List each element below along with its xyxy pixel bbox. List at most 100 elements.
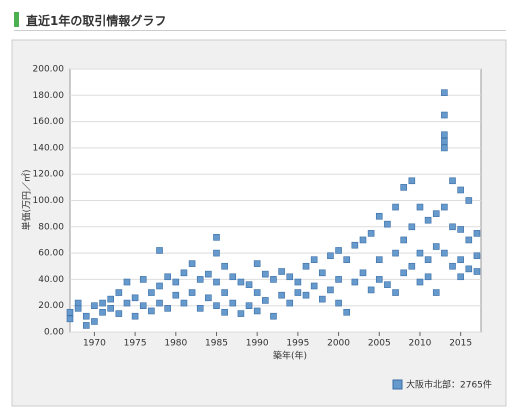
point	[156, 247, 163, 254]
x-tick-label: 2005	[368, 339, 391, 349]
point	[359, 236, 367, 244]
point	[408, 223, 416, 231]
point	[164, 305, 171, 312]
point	[432, 243, 440, 250]
point	[465, 197, 473, 204]
point	[449, 223, 456, 231]
point	[115, 289, 123, 296]
point	[416, 203, 424, 211]
point	[270, 276, 277, 283]
point	[441, 131, 448, 139]
header-bar	[14, 12, 19, 27]
point	[180, 269, 188, 277]
point	[107, 305, 114, 312]
y-tick-label: 100.00	[33, 196, 65, 206]
point	[107, 295, 114, 303]
point	[367, 230, 375, 237]
point	[375, 212, 383, 220]
point	[335, 299, 342, 307]
point	[441, 138, 448, 145]
y-tick-label: 160.00	[33, 117, 65, 127]
point	[449, 262, 456, 270]
point	[400, 269, 407, 277]
point	[441, 144, 448, 152]
x-axis-label: 築年(年)	[273, 350, 307, 362]
point	[335, 276, 342, 283]
point	[221, 308, 228, 316]
point	[441, 203, 448, 211]
point	[156, 282, 163, 290]
point	[253, 289, 261, 296]
point	[465, 236, 473, 244]
point	[384, 220, 391, 228]
point	[351, 241, 359, 249]
legend-swatch	[392, 379, 403, 390]
y-axis-label: 単価(万円／㎡)	[21, 169, 33, 230]
point	[221, 262, 228, 270]
point	[131, 312, 139, 320]
point	[343, 308, 351, 316]
point	[408, 177, 416, 185]
point	[441, 111, 448, 119]
point	[237, 310, 245, 317]
legend-label: 大阪市北部：2765件	[406, 379, 492, 391]
point	[465, 265, 473, 273]
point	[229, 273, 237, 281]
point	[473, 252, 481, 260]
x-tick-label: 1985	[205, 339, 228, 349]
point	[302, 291, 310, 299]
chart-title: 直近1年の取引情報グラフ	[26, 14, 167, 28]
point	[375, 256, 383, 263]
y-tick-label: 80.00	[38, 222, 64, 232]
y-tick-label: 180.00	[33, 91, 65, 101]
point	[66, 315, 74, 323]
x-tick-label: 2000	[327, 339, 350, 349]
point	[229, 299, 237, 307]
point	[205, 294, 212, 302]
point	[172, 278, 180, 286]
x-tick-label: 1995	[286, 339, 309, 349]
point	[148, 307, 155, 315]
point	[82, 312, 90, 320]
point	[148, 289, 155, 296]
point	[205, 270, 212, 278]
point	[294, 289, 302, 296]
point	[310, 282, 318, 290]
point	[286, 273, 294, 281]
point	[245, 302, 253, 310]
point	[416, 278, 424, 286]
point	[473, 268, 481, 275]
x-tick-label: 1990	[246, 339, 269, 349]
point	[213, 302, 220, 310]
point	[123, 299, 131, 307]
point	[123, 278, 131, 286]
x-tick-label: 1975	[124, 339, 147, 349]
y-tick-label: 140.00	[33, 143, 65, 153]
point	[139, 276, 147, 283]
y-tick-label: 200.00	[33, 65, 65, 75]
point	[286, 299, 294, 307]
point	[253, 260, 261, 267]
point	[156, 299, 163, 307]
point	[457, 226, 464, 233]
point	[262, 297, 269, 304]
point	[375, 276, 383, 283]
point	[473, 230, 481, 237]
point	[335, 247, 342, 254]
point	[115, 310, 123, 317]
x-tick-label: 1980	[164, 339, 187, 349]
point	[221, 289, 228, 296]
point	[392, 203, 399, 211]
point	[213, 249, 220, 257]
point	[384, 281, 391, 288]
point	[82, 322, 90, 329]
point	[74, 305, 82, 312]
y-tick-label: 120.00	[33, 170, 65, 180]
point	[310, 256, 318, 263]
point	[270, 312, 277, 320]
point	[327, 252, 334, 260]
point	[392, 249, 399, 257]
x-tick-label: 2010	[409, 339, 432, 349]
point	[351, 278, 359, 286]
